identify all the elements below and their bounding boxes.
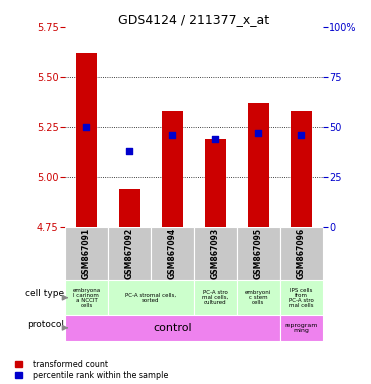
Bar	[65, 227, 108, 280]
Text: GSM867096: GSM867096	[297, 228, 306, 280]
Text: GSM867091: GSM867091	[82, 228, 91, 280]
Text: embryona
l carinom
a NCCIT
cells: embryona l carinom a NCCIT cells	[72, 288, 101, 308]
Point	[170, 132, 175, 138]
Bar	[204, 139, 226, 227]
Text: reprogram
ming: reprogram ming	[285, 323, 318, 333]
Bar	[194, 227, 237, 280]
Point	[83, 124, 89, 130]
Point	[255, 130, 261, 136]
Text: GSM867095: GSM867095	[254, 228, 263, 279]
Text: GSM867094: GSM867094	[168, 228, 177, 280]
Bar	[237, 280, 280, 315]
Point	[298, 132, 304, 138]
Title: GDS4124 / 211377_x_at: GDS4124 / 211377_x_at	[118, 13, 269, 26]
Point	[212, 136, 218, 142]
Text: control: control	[153, 323, 192, 333]
Bar	[280, 227, 323, 280]
Bar	[76, 53, 97, 227]
Text: cell type: cell type	[25, 289, 64, 298]
Text: GSM867093: GSM867093	[211, 228, 220, 280]
Text: PC-A stromal cells,
sorted: PC-A stromal cells, sorted	[125, 293, 177, 303]
Bar	[108, 227, 151, 280]
Bar	[237, 227, 280, 280]
Text: GSM867092: GSM867092	[125, 228, 134, 280]
Bar	[247, 103, 269, 227]
Point	[127, 148, 132, 154]
Bar	[151, 227, 194, 280]
Text: embryoni
c stem
cells: embryoni c stem cells	[245, 290, 272, 305]
Bar	[280, 315, 323, 341]
Bar	[65, 280, 108, 315]
Bar	[119, 189, 140, 227]
Text: IPS cells
from
PC-A stro
mal cells: IPS cells from PC-A stro mal cells	[289, 288, 314, 308]
Text: protocol: protocol	[27, 320, 64, 329]
Legend:   transformed count,   percentile rank within the sample: transformed count, percentile rank withi…	[15, 359, 168, 380]
Bar	[290, 111, 312, 227]
Bar	[162, 111, 183, 227]
Bar	[194, 280, 237, 315]
Text: PC-A stro
mal cells,
cultured: PC-A stro mal cells, cultured	[202, 290, 229, 305]
Bar	[280, 280, 323, 315]
Bar	[65, 315, 280, 341]
Bar	[108, 280, 194, 315]
